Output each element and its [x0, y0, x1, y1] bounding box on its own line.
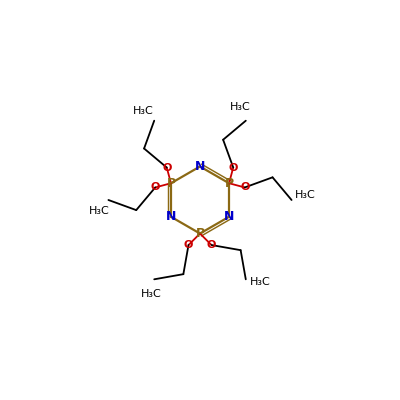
- Text: O: O: [240, 182, 250, 192]
- Text: O: O: [228, 162, 238, 172]
- Text: N: N: [195, 160, 205, 173]
- Text: P: P: [196, 227, 204, 240]
- Text: P: P: [224, 177, 234, 190]
- Text: O: O: [162, 162, 172, 172]
- Text: H₃C: H₃C: [230, 102, 251, 112]
- Text: O: O: [184, 240, 193, 250]
- Text: P: P: [166, 177, 176, 190]
- Text: H₃C: H₃C: [295, 190, 316, 200]
- Text: O: O: [207, 240, 216, 250]
- Text: O: O: [150, 182, 160, 192]
- Text: N: N: [166, 210, 176, 223]
- Text: H₃C: H₃C: [250, 277, 271, 287]
- Text: N: N: [224, 210, 234, 223]
- Text: H₃C: H₃C: [132, 106, 153, 116]
- Text: H₃C: H₃C: [88, 206, 109, 216]
- Text: H₃C: H₃C: [141, 289, 162, 299]
